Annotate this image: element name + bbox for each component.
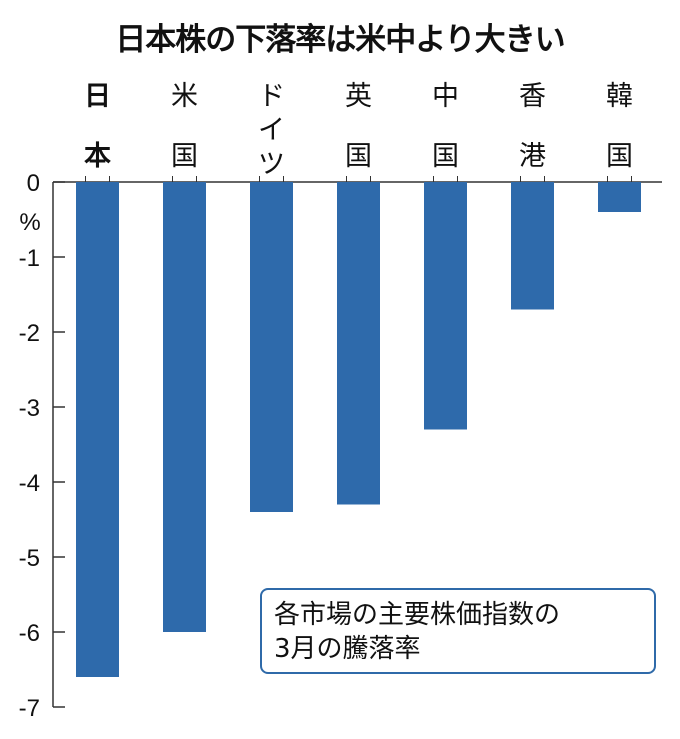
bar <box>337 182 380 505</box>
bar <box>76 182 119 677</box>
chart-title: 日本株の下落率は米中より大きい <box>115 22 565 58</box>
y-tick-label: -7 <box>19 695 40 722</box>
annotation-box: 各市場の主要株価指数の 3月の騰落率 <box>260 588 656 674</box>
y-tick-label: -1 <box>19 245 40 272</box>
y-tick-label: -4 <box>19 470 40 497</box>
y-tick-label: -2 <box>19 320 40 347</box>
bar <box>163 182 206 632</box>
category-label: 米国 <box>171 81 198 172</box>
category-label: ドイツ <box>258 81 285 180</box>
annotation-line-2: 3月の騰落率 <box>274 634 421 664</box>
category-label: 中国 <box>432 81 459 172</box>
annotation-line-1: 各市場の主要株価指数の <box>274 600 561 630</box>
category-label: 韓国 <box>606 81 633 172</box>
bar <box>424 182 467 430</box>
y-tick-label: -5 <box>19 545 40 572</box>
y-axis-unit: % <box>19 209 40 236</box>
bar <box>511 182 554 310</box>
y-tick-label: -6 <box>19 620 40 647</box>
category-label: 日本 <box>84 81 111 172</box>
y-tick-label: -3 <box>19 395 40 422</box>
y-tick-label: 0 <box>27 170 40 197</box>
bar <box>598 182 641 212</box>
category-label: 香港 <box>519 81 546 172</box>
bar <box>250 182 293 512</box>
category-label: 英国 <box>345 81 372 172</box>
